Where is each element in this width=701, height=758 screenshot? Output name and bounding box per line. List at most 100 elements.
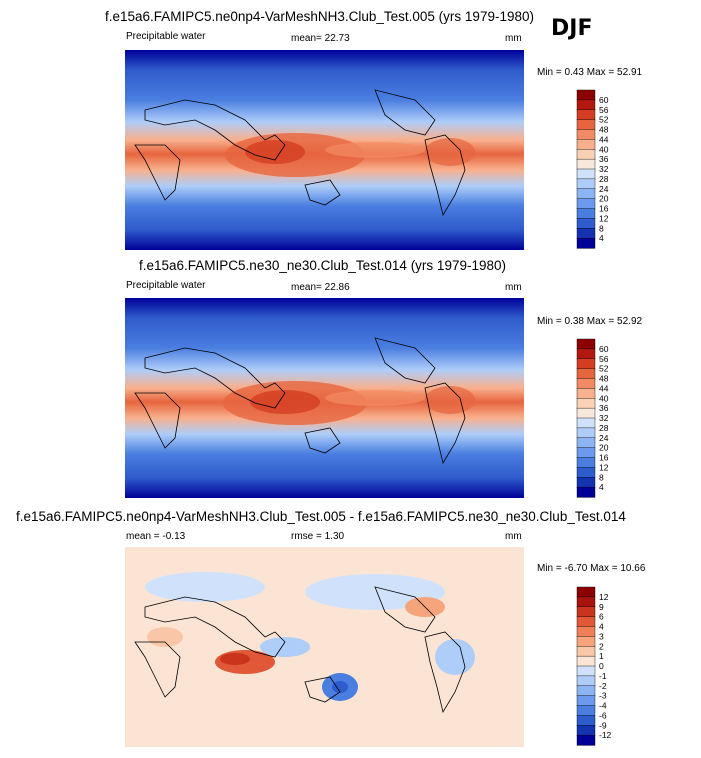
colorbar-tick-label: 24 [599,184,609,194]
colorbar-tick-label: 3 [599,631,604,641]
colorbar-tick-label: 20 [599,443,609,453]
colorbar-box [576,168,596,180]
colorbar-tick-label: 56 [599,354,609,364]
colorbar-tick-label: 28 [599,423,609,433]
colorbar-box [576,467,596,478]
colorbar-tick-label: 40 [599,144,609,154]
colorbar-tick-label: 9 [599,602,604,612]
colorbar-box [576,348,596,360]
colorbar-box [576,218,596,229]
colorbar-tick-label: 52 [599,364,609,374]
colorbar-tick-label: -12 [599,730,612,740]
colorbar-tick-label: 12 [599,592,609,602]
colorbar-box [576,368,596,380]
colorbar-tick-label: 44 [599,383,609,393]
colorbar-box [576,338,596,350]
panel-1-units: mm [505,33,522,44]
colorbar-tick-label: 36 [599,403,609,413]
panel-2-mean: mean= 22.86 [291,282,350,293]
season-label: DJF [551,16,593,41]
colorbar-tick-label: 32 [599,164,609,174]
colorbar-box [576,417,596,429]
colorbar-box [576,486,596,498]
colorbar-tick-label: 4 [599,482,604,492]
colorbar-tick-label: 44 [599,134,609,144]
panel-3-minmax: Min = -6.70 Max = 10.66 [537,563,646,574]
colorbar-tick-label: 4 [599,622,604,632]
colorbar-box [576,477,596,488]
colorbar-box [576,457,596,468]
colorbar-box [576,636,596,647]
colorbar-box [576,188,596,200]
colorbar-box [576,119,596,131]
colorbar-tick-label: -2 [599,681,607,691]
colorbar-tick-label: -9 [599,720,607,730]
colorbar-tick-label: 16 [599,453,609,463]
colorbar-box [576,427,596,439]
colorbar-tick-label: 1 [599,651,604,661]
colorbar-box [576,734,596,746]
panel-1-mean: mean= 22.73 [291,33,350,44]
colorbar-box [576,208,596,219]
colorbar-tick-label: -4 [599,701,607,711]
colorbar-box [576,228,596,239]
colorbar-box [576,198,596,210]
colorbar-box [576,407,596,419]
panel-1-variable: Precipitable water [126,31,206,42]
colorbar-tick-label: 20 [599,194,609,204]
colorbar-box [576,178,596,190]
panel-2-title: f.e15a6.FAMIPC5.ne30_ne30.Club_Test.014 … [139,258,506,273]
colorbar-box [576,99,596,111]
colorbar-box [576,358,596,370]
colorbar-box [576,237,596,249]
colorbar-tick-label: 0 [599,661,604,671]
panel-2-units: mm [505,282,522,293]
colorbar-tick-label: 4 [599,233,604,243]
colorbar-box [576,378,596,389]
colorbar-tick-label: 24 [599,433,609,443]
colorbar-box [576,705,596,716]
colorbar-tick-label: 28 [599,174,609,184]
colorbar-tick-label: 40 [599,393,609,403]
colorbar-tick-label: 60 [599,344,609,354]
colorbar-box [576,398,596,409]
colorbar-box [576,158,596,170]
colorbar-tick-label: 6 [599,612,604,622]
colorbar-box [576,685,596,697]
colorbar-box [576,616,596,628]
panel-1-title: f.e15a6.FAMIPC5.ne0np4-VarMeshNH3.Club_T… [105,9,534,24]
colorbar-box [576,646,596,657]
colorbar-box [576,139,596,150]
panel-1-map [125,50,524,250]
panel-3-rmse: rmse = 1.30 [291,531,345,542]
colorbar-box [576,725,596,736]
colorbar-box [576,89,596,101]
colorbar-tick-label: 8 [599,472,604,482]
colorbar-box [576,109,596,121]
colorbar-box [576,388,596,399]
colorbar-tick-label: 8 [599,223,604,233]
colorbar-box [576,149,596,160]
panel-2-variable: Precipitable water [126,280,206,291]
colorbar-tick-label: -3 [599,691,607,701]
colorbar-tick-label: -1 [599,671,607,681]
colorbar-tick-label: 48 [599,125,609,135]
panel-1-minmax: Min = 0.43 Max = 52.91 [537,67,643,78]
colorbar-box [576,695,596,707]
colorbar-tick-label: 36 [599,154,609,164]
panel-3-mean: mean = -0.13 [126,531,186,542]
colorbar-tick-label: 48 [599,374,609,384]
colorbar-box [576,715,596,726]
panel-2-map [125,298,524,498]
colorbar-tick-label: 60 [599,95,609,105]
colorbar-box [576,447,596,459]
colorbar-box [576,437,596,449]
colorbar-box [576,675,596,687]
colorbar-box [576,596,596,608]
panel-3-map [125,547,524,747]
colorbar-box [576,606,596,618]
colorbar-tick-label: 32 [599,413,609,423]
panel-3-units: mm [505,531,522,542]
